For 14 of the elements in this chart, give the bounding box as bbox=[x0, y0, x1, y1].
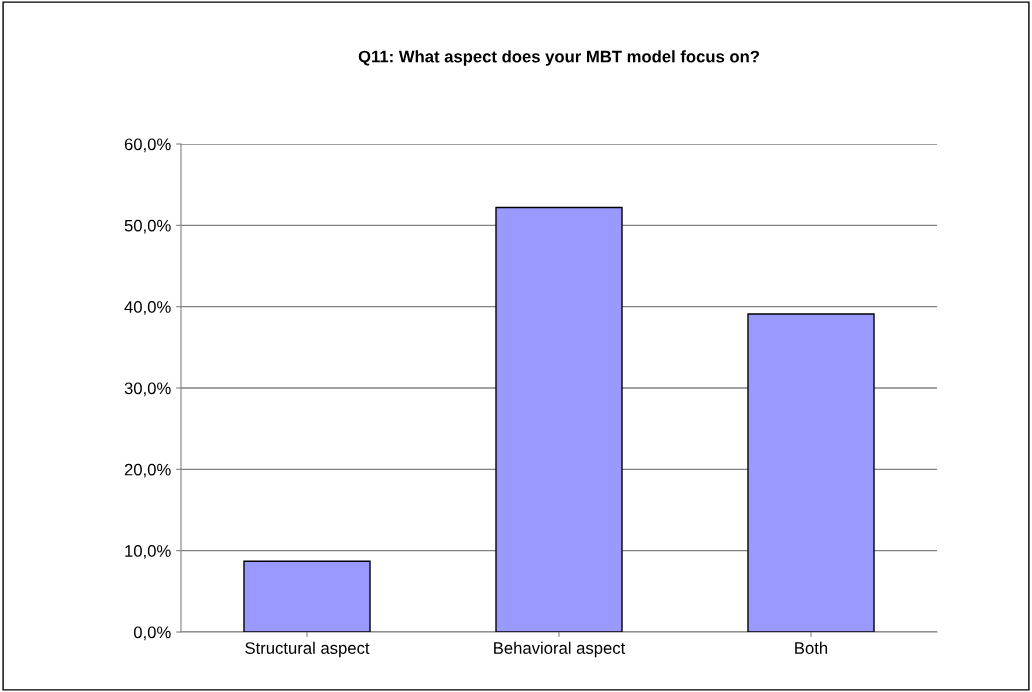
bar bbox=[243, 560, 371, 632]
y-tick-label: 0,0% bbox=[133, 626, 171, 641]
x-tick-label: Behavioral aspect bbox=[494, 641, 626, 658]
x-tick-label: Structural aspect bbox=[245, 641, 370, 658]
y-tick-label: 20,0% bbox=[124, 463, 171, 478]
y-tick-label: 10,0% bbox=[125, 545, 171, 559]
chart-title: Q11: What aspect does your MBT model focus on? bbox=[358, 50, 760, 66]
y-tick-label: 40,0% bbox=[124, 301, 171, 315]
y-tick-label: 60,0% bbox=[124, 138, 171, 153]
y-tick-label: 30,0% bbox=[124, 382, 171, 397]
bar bbox=[747, 313, 875, 632]
bar bbox=[495, 206, 623, 632]
y-tick-label: 50,0% bbox=[124, 219, 171, 234]
x-tick-label: Both bbox=[795, 641, 828, 654]
